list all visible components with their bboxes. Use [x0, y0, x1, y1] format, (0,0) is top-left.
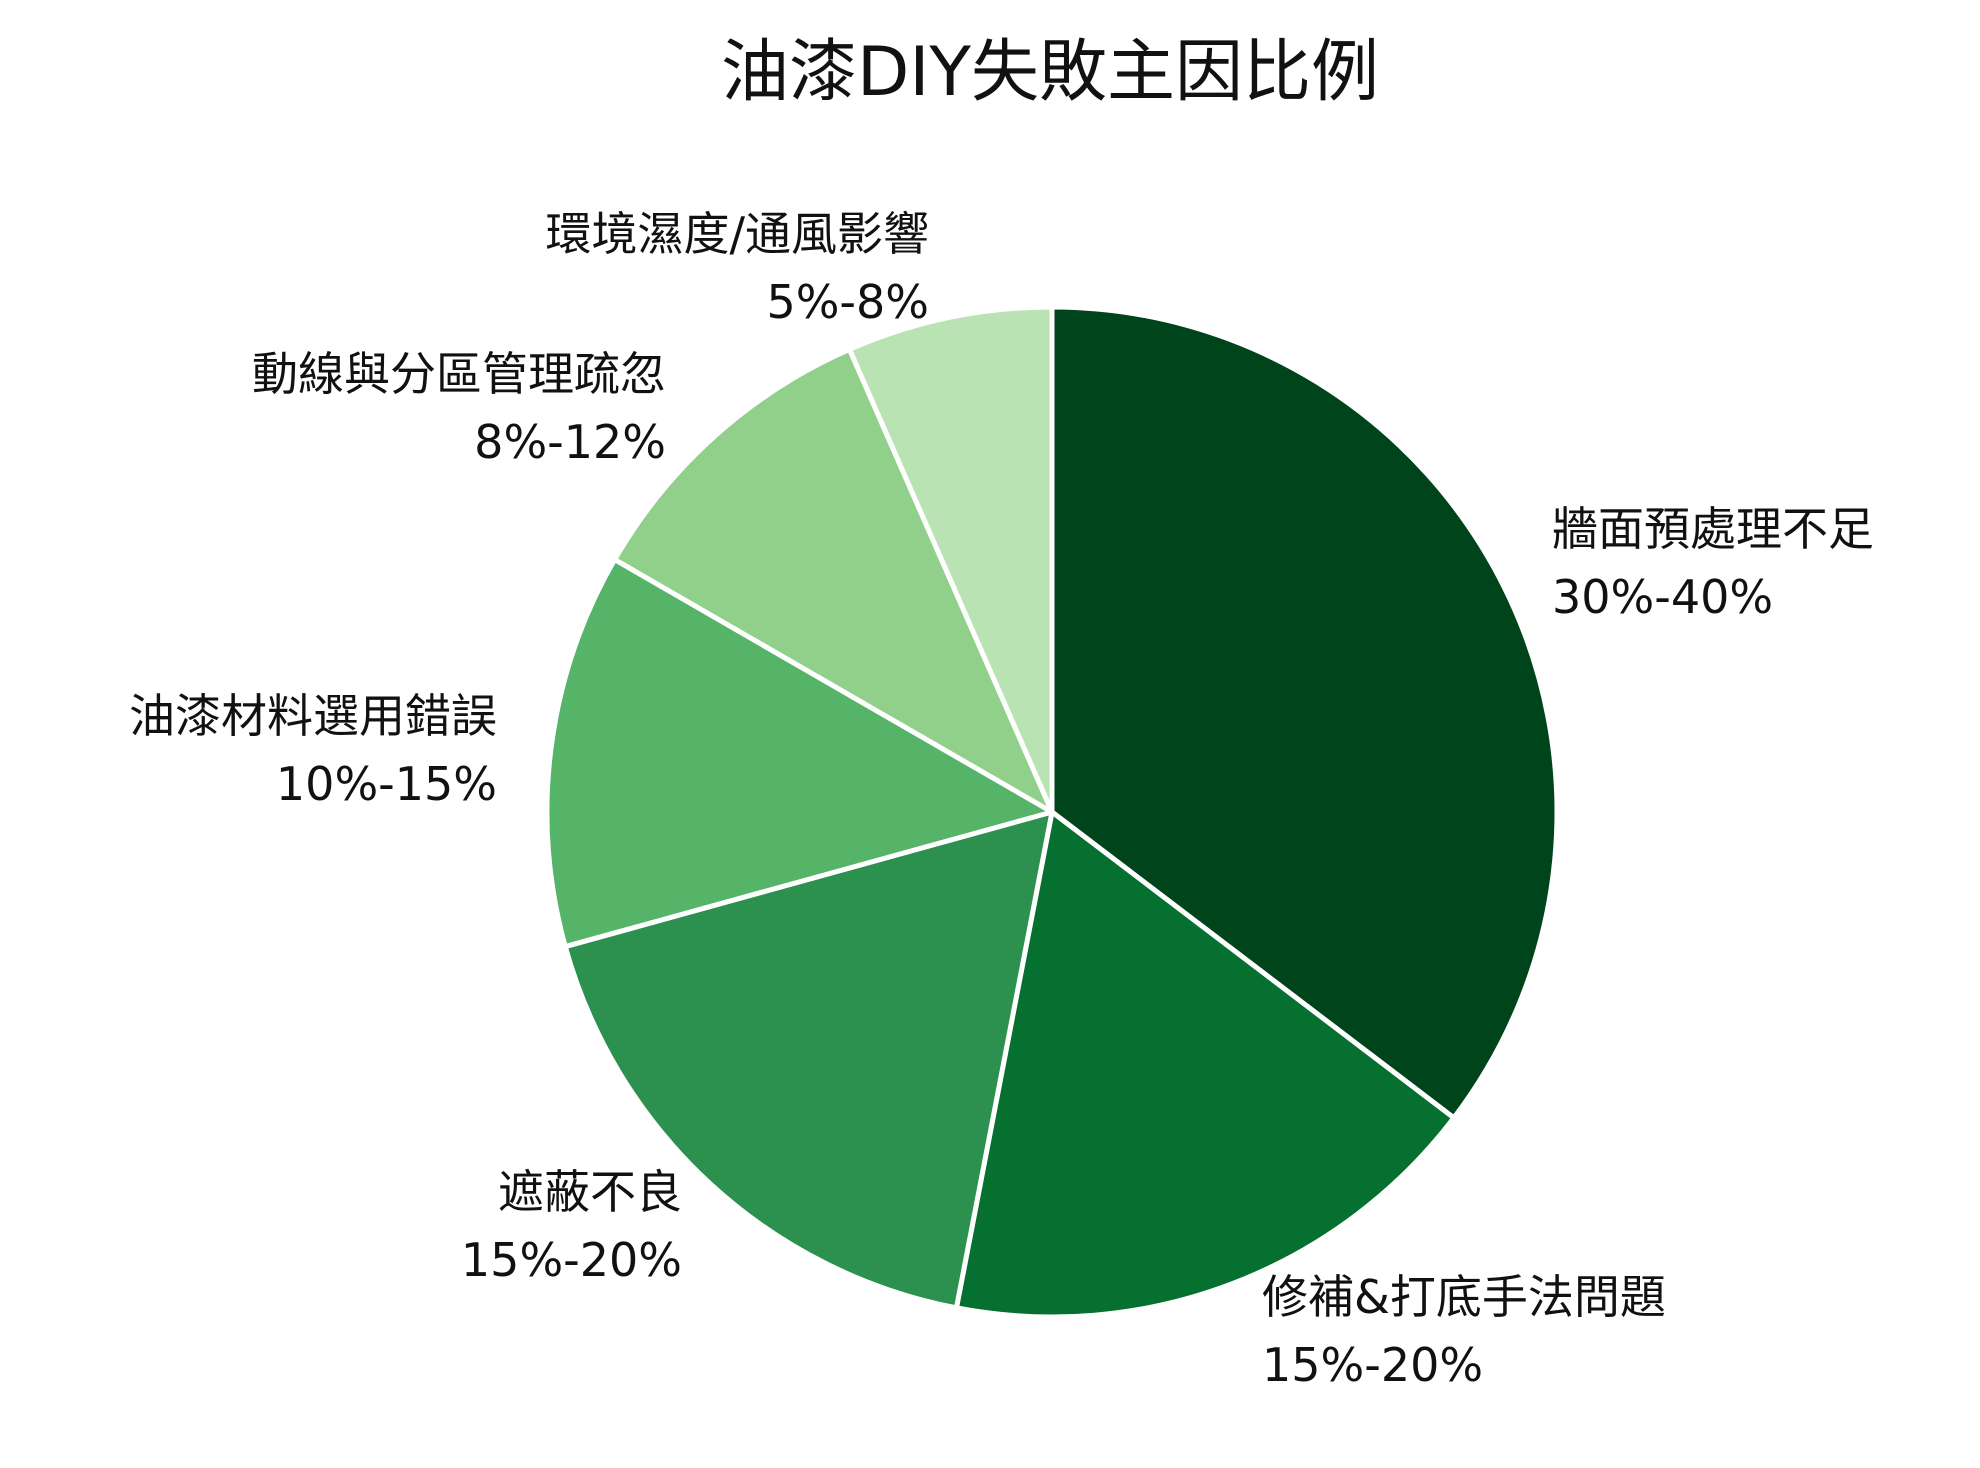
chart-title: 油漆DIY失敗主因比例 — [721, 33, 1379, 112]
pie-slice-2 — [953, 809, 1457, 1320]
slice-label-1: 牆面預處理不足 — [1552, 502, 1874, 556]
pie-labels: 牆面預處理不足 30%-40% 修補&打底手法問題 15%-20% 遮蔽不良 15%-20… — [129, 207, 1874, 1392]
slice-percent-6: 5%-8% — [766, 275, 929, 329]
slice-percent-5: 8%-12% — [474, 415, 666, 469]
pie-slice-1 — [1049, 304, 1560, 1121]
pie-slice-3 — [562, 809, 1055, 1311]
slice-percent-4: 10%-15% — [276, 757, 497, 811]
slice-label-4: 油漆材料選用錯誤 — [129, 689, 497, 743]
slice-label-6: 環境濕度/通風影響 — [546, 207, 930, 261]
pie-slices — [544, 304, 1560, 1320]
slice-label-3: 遮蔽不良 — [498, 1165, 682, 1219]
slice-label-5: 動線與分區管理疏忽 — [252, 347, 666, 401]
slice-percent-1: 30%-40% — [1552, 570, 1773, 624]
pie-slice-6 — [847, 304, 1055, 815]
slice-percent-2: 15%-20% — [1262, 1338, 1483, 1392]
pie-slice-5 — [612, 346, 1055, 815]
pie-slice-4 — [544, 557, 1055, 950]
slice-label-2: 修補&打底手法問題 — [1262, 1270, 1666, 1324]
slice-percent-3: 15%-20% — [461, 1233, 682, 1287]
